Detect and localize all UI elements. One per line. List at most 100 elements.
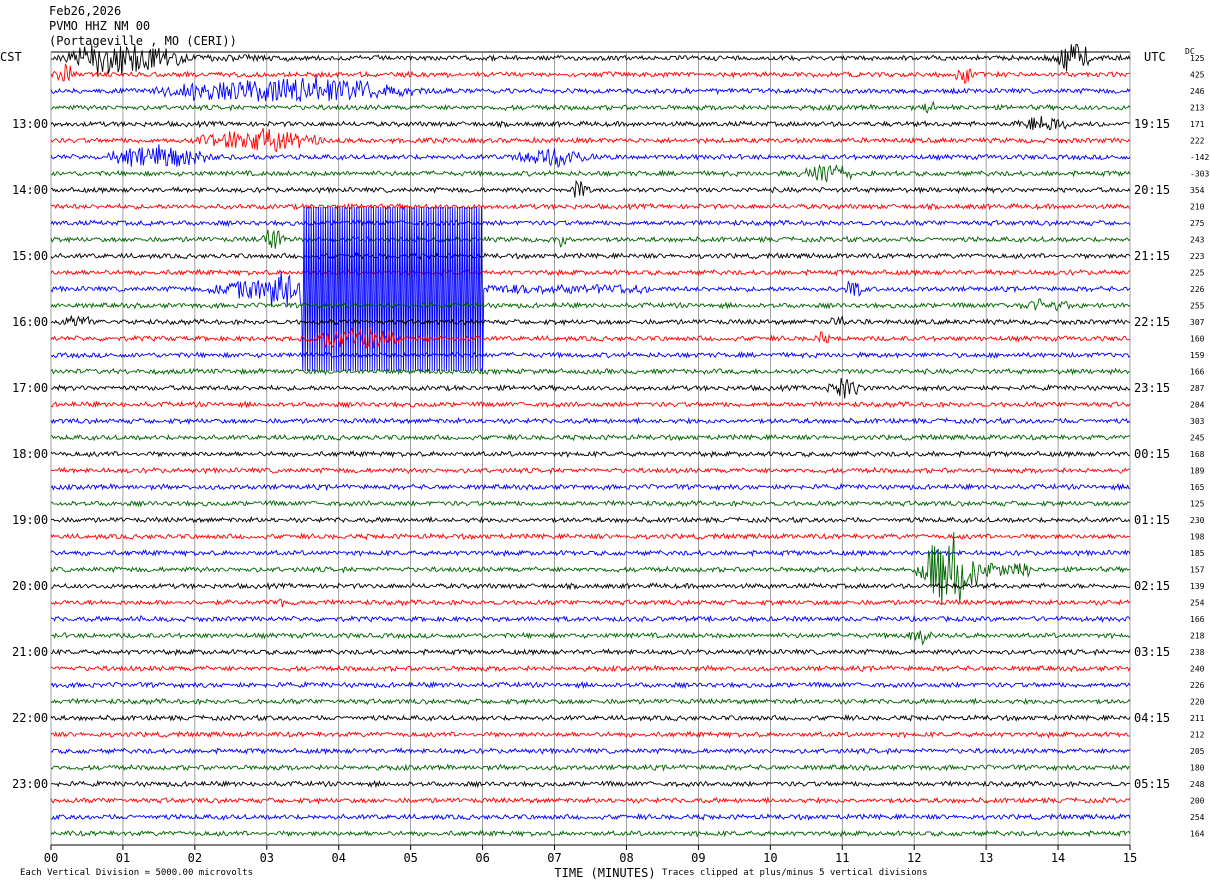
dc-offset-label: 210 (1190, 203, 1205, 212)
trace-line (50, 582, 1131, 591)
trace-line (50, 763, 1131, 772)
x-tick-label: 13 (979, 851, 993, 865)
dc-offset-label: 240 (1190, 665, 1205, 674)
dc-offset-label: 168 (1190, 450, 1205, 459)
trace-line (50, 44, 1131, 75)
right-hour-label: 23:15 (1134, 381, 1170, 395)
trace-line (50, 367, 1131, 376)
trace-line (50, 779, 1131, 789)
trace-line (50, 598, 1131, 608)
dc-offset-label: 225 (1190, 269, 1205, 278)
minute-gridlines (50, 51, 1131, 850)
trace-line (50, 179, 1131, 198)
trace-line (50, 664, 1131, 673)
dc-offset-label: 164 (1190, 830, 1205, 839)
left-hour-label: 20:00 (12, 579, 48, 593)
trace-line (50, 298, 1131, 312)
dc-offset-label: 223 (1190, 252, 1205, 261)
trace-line (50, 218, 1131, 228)
trace-line (50, 630, 1131, 646)
dc-offset-label: 230 (1190, 516, 1205, 525)
header-location: (Portageville , MO (CERI)) (49, 34, 237, 48)
dc-offset-label: 166 (1190, 368, 1205, 377)
dc-offset-label: 198 (1190, 533, 1205, 542)
trace-line (50, 482, 1131, 492)
trace-line (50, 812, 1131, 821)
dc-offset-label: 160 (1190, 335, 1205, 344)
scale-note: Each Vertical Division = 5000.00 microvo… (20, 868, 253, 878)
dc-offset-label: 222 (1190, 137, 1205, 146)
trace-line (50, 713, 1131, 722)
left-hour-label: 21:00 (12, 645, 48, 659)
dc-offset-label: 157 (1190, 566, 1205, 575)
x-tick-label: 15 (1123, 851, 1137, 865)
dc-offset-label: -303 (1190, 170, 1209, 179)
x-axis-title: TIME (MINUTES) (554, 866, 656, 880)
trace-line (50, 202, 1131, 211)
trace-line (50, 268, 1131, 277)
trace-line (50, 115, 1131, 131)
dc-offset-label: 125 (1190, 54, 1205, 63)
trace-line (50, 206, 1131, 372)
x-tick-label: 04 (332, 851, 346, 865)
dc-offset-label: 254 (1190, 599, 1205, 608)
left-hour-label: 15:00 (12, 249, 48, 263)
trace-line (50, 515, 1131, 524)
trace-line (50, 697, 1131, 706)
trace-line (50, 647, 1131, 657)
dc-offset-label: 238 (1190, 648, 1205, 657)
right-hour-label: 01:15 (1134, 513, 1170, 527)
trace-line (50, 499, 1131, 508)
trace-line (50, 680, 1131, 690)
dc-offset-label: 171 (1190, 120, 1205, 129)
trace-line (50, 350, 1131, 360)
x-tick-label: 06 (475, 851, 489, 865)
left-hour-label: 17:00 (12, 381, 48, 395)
dc-offset-label: -142 (1190, 153, 1209, 162)
clip-note: Traces clipped at plus/minus 5 vertical … (662, 868, 928, 878)
dc-offset-label: 211 (1190, 714, 1205, 723)
x-tick-label: 12 (907, 851, 921, 865)
dc-offset-label: 220 (1190, 698, 1205, 707)
left-hour-label: 19:00 (12, 513, 48, 527)
trace-line (50, 315, 1131, 327)
trace-line (50, 128, 1131, 153)
right-hour-label: 22:15 (1134, 315, 1170, 329)
x-tick-label: 07 (547, 851, 561, 865)
trace-line (50, 449, 1131, 459)
right-hour-label: 21:15 (1134, 249, 1170, 263)
dc-offset-label: 125 (1190, 500, 1205, 509)
dc-offset-label: 165 (1190, 483, 1205, 492)
dc-offset-label: 287 (1190, 384, 1205, 393)
x-tick-label: 11 (835, 851, 849, 865)
dc-offset-label: 139 (1190, 582, 1205, 591)
dc-offset-label: 189 (1190, 467, 1205, 476)
dc-offset-label: 218 (1190, 632, 1205, 641)
header-date: Feb26,2026 (49, 4, 122, 18)
trace-line (50, 251, 1131, 260)
left-timezone: CST (0, 50, 22, 64)
trace-line (50, 433, 1131, 442)
dc-label: DC (1185, 47, 1195, 56)
x-tick-label: 14 (1051, 851, 1065, 865)
left-hour-label: 22:00 (12, 711, 48, 725)
trace-line (50, 100, 1131, 114)
dc-offset-label: 245 (1190, 434, 1205, 443)
dc-offset-label: 226 (1190, 681, 1205, 690)
trace-line (50, 229, 1131, 249)
right-hour-label: 05:15 (1134, 777, 1170, 791)
x-tick-label: 08 (619, 851, 633, 865)
trace-line (50, 63, 1131, 84)
trace-line (51, 163, 1131, 183)
right-hour-label: 03:15 (1134, 645, 1170, 659)
dc-offset-label: 213 (1190, 104, 1205, 113)
dc-offset-label: 254 (1190, 813, 1205, 822)
trace-line (50, 746, 1131, 756)
dc-offset-label: 200 (1190, 797, 1205, 806)
dc-offset-label: 166 (1190, 615, 1205, 624)
left-hour-label: 16:00 (12, 315, 48, 329)
trace-line (50, 76, 1131, 102)
x-tick-label: 05 (403, 851, 417, 865)
dc-offset-label: 185 (1190, 549, 1205, 558)
